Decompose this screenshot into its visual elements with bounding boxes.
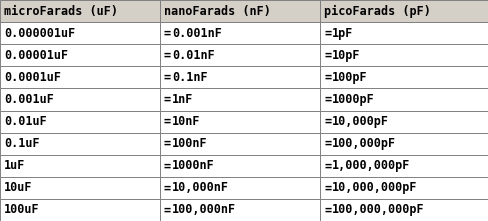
- Text: 1000nF: 1000nF: [172, 159, 214, 172]
- Bar: [160, 199, 320, 221]
- Text: 0.01nF: 0.01nF: [172, 49, 214, 62]
- Bar: [0, 44, 160, 66]
- Text: 100,000nF: 100,000nF: [172, 204, 236, 216]
- Bar: [320, 133, 488, 155]
- Text: 100uF: 100uF: [4, 204, 40, 216]
- Text: =: =: [324, 181, 331, 194]
- Text: 100pF: 100pF: [332, 71, 367, 84]
- Text: 1000pF: 1000pF: [332, 93, 374, 106]
- Text: =: =: [163, 115, 171, 128]
- Bar: [160, 177, 320, 199]
- Text: 0.01uF: 0.01uF: [4, 115, 47, 128]
- Text: picoFarads (pF): picoFarads (pF): [324, 4, 430, 18]
- Text: =: =: [163, 181, 171, 194]
- Text: 10,000,000pF: 10,000,000pF: [332, 181, 417, 194]
- Bar: [320, 66, 488, 88]
- Bar: [160, 44, 320, 66]
- Text: =: =: [324, 204, 331, 216]
- Text: =: =: [163, 159, 171, 172]
- Bar: [0, 0, 160, 22]
- Bar: [0, 66, 160, 88]
- Bar: [0, 199, 160, 221]
- Bar: [320, 88, 488, 110]
- Text: 1nF: 1nF: [172, 93, 193, 106]
- Bar: [0, 133, 160, 155]
- Text: 0.00001uF: 0.00001uF: [4, 49, 68, 62]
- Text: =: =: [324, 49, 331, 62]
- Bar: [320, 177, 488, 199]
- Bar: [0, 110, 160, 133]
- Text: =: =: [324, 115, 331, 128]
- Text: 0.000001uF: 0.000001uF: [4, 27, 75, 40]
- Bar: [0, 177, 160, 199]
- Text: 10nF: 10nF: [172, 115, 200, 128]
- Text: =: =: [163, 71, 171, 84]
- Bar: [320, 110, 488, 133]
- Text: =: =: [324, 137, 331, 150]
- Text: =: =: [163, 204, 171, 216]
- Bar: [320, 22, 488, 44]
- Text: 0.001nF: 0.001nF: [172, 27, 222, 40]
- Bar: [0, 155, 160, 177]
- Bar: [160, 110, 320, 133]
- Text: 1uF: 1uF: [4, 159, 25, 172]
- Text: =: =: [163, 27, 171, 40]
- Bar: [0, 22, 160, 44]
- Bar: [320, 44, 488, 66]
- Text: 0.1nF: 0.1nF: [172, 71, 207, 84]
- Text: 100,000,000pF: 100,000,000pF: [332, 204, 424, 216]
- Text: =: =: [324, 71, 331, 84]
- Text: 10uF: 10uF: [4, 181, 32, 194]
- Bar: [160, 22, 320, 44]
- Text: =: =: [324, 159, 331, 172]
- Bar: [0, 88, 160, 110]
- Text: 1,000,000pF: 1,000,000pF: [332, 159, 410, 172]
- Bar: [160, 133, 320, 155]
- Text: 10,000nF: 10,000nF: [172, 181, 228, 194]
- Text: 0.0001uF: 0.0001uF: [4, 71, 61, 84]
- Text: 0.1uF: 0.1uF: [4, 137, 40, 150]
- Text: 1pF: 1pF: [332, 27, 353, 40]
- Bar: [160, 66, 320, 88]
- Bar: [320, 0, 488, 22]
- Bar: [160, 0, 320, 22]
- Text: =: =: [324, 93, 331, 106]
- Text: =: =: [163, 49, 171, 62]
- Text: 100nF: 100nF: [172, 137, 207, 150]
- Text: 0.001uF: 0.001uF: [4, 93, 54, 106]
- Text: 100,000pF: 100,000pF: [332, 137, 396, 150]
- Bar: [320, 155, 488, 177]
- Text: =: =: [163, 137, 171, 150]
- Bar: [320, 199, 488, 221]
- Text: microFarads (uF): microFarads (uF): [4, 5, 118, 17]
- Bar: [160, 88, 320, 110]
- Text: =: =: [163, 93, 171, 106]
- Text: 10pF: 10pF: [332, 49, 360, 62]
- Bar: [160, 155, 320, 177]
- Text: 10,000pF: 10,000pF: [332, 115, 388, 128]
- Text: nanoFarads (nF): nanoFarads (nF): [163, 5, 270, 17]
- Text: =: =: [324, 27, 331, 40]
